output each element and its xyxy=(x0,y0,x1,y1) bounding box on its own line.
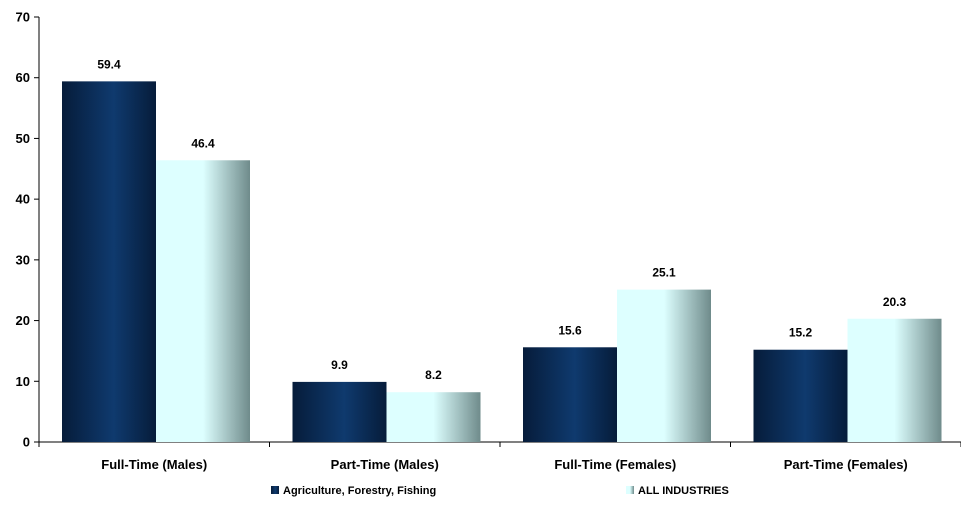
bar-series-1-cat-3 xyxy=(847,318,942,442)
data-label: 59.4 xyxy=(97,57,121,71)
bar-series-1-cat-1 xyxy=(386,392,481,442)
x-category-label: Part-Time (Females) xyxy=(784,457,908,472)
y-tick-label: 0 xyxy=(23,435,30,450)
bar-series-0-cat-0 xyxy=(62,81,156,442)
data-label: 9.9 xyxy=(331,358,348,372)
data-labels-layer: 59.4 9.9 15.6 15.2 46.4 8.2 25.1 20.3 xyxy=(97,57,906,382)
bar-series-0-cat-1 xyxy=(292,381,387,442)
x-category-label: Part-Time (Males) xyxy=(331,457,439,472)
bar-series-1-cat-0 xyxy=(156,160,250,443)
legend: Agriculture, Forestry, Fishing ALL INDUST… xyxy=(271,485,729,497)
y-tick-label: 70 xyxy=(16,10,30,25)
bar-series-0-cat-2 xyxy=(523,347,617,442)
axis-layer: 0 10 20 30 40 50 60 70 Full-Time (Males) Part-Tim… xyxy=(16,10,961,472)
data-label: 25.1 xyxy=(652,266,676,280)
y-tick-label: 30 xyxy=(16,252,30,267)
data-label: 8.2 xyxy=(425,368,442,382)
y-tick-label: 20 xyxy=(16,313,30,328)
data-label: 46.4 xyxy=(191,136,215,150)
y-tick-label: 50 xyxy=(16,131,30,146)
data-label: 15.6 xyxy=(558,323,582,337)
data-label: 20.3 xyxy=(883,295,907,309)
bar-series-1-cat-2 xyxy=(617,289,711,442)
y-tick-label: 10 xyxy=(16,374,30,389)
y-tick-label: 60 xyxy=(16,70,30,85)
x-category-label: Full-Time (Females) xyxy=(554,457,676,472)
legend-swatch xyxy=(271,486,279,494)
bar-series-0-cat-3 xyxy=(753,349,848,442)
legend-swatch xyxy=(626,486,634,494)
x-category-label: Full-Time (Males) xyxy=(101,457,207,472)
data-label: 15.2 xyxy=(789,326,813,340)
legend-label: ALL INDUSTRIES xyxy=(638,485,729,497)
bars-layer xyxy=(62,81,942,443)
legend-label: Agriculture, Forestry, Fishing xyxy=(283,485,436,497)
y-tick-label: 40 xyxy=(16,192,30,207)
